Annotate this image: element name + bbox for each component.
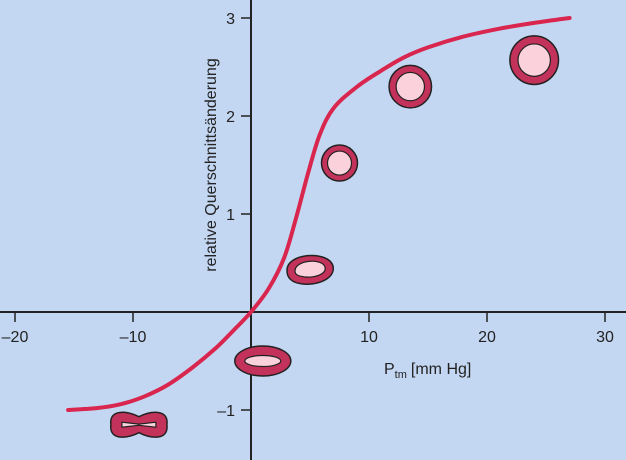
vessel-icon-circle	[509, 35, 560, 86]
vessel-icon-oval	[286, 254, 334, 286]
y-tick-label: –1	[217, 403, 235, 420]
vessel-lumen	[244, 354, 282, 368]
x-tick-label: 30	[596, 329, 614, 346]
x-tick-label: 20	[478, 329, 496, 346]
x-tick-label: –20	[2, 329, 29, 346]
x-tick-label: 10	[360, 329, 378, 346]
vessel-icons	[110, 35, 560, 438]
x-tick-label: –10	[120, 329, 147, 346]
vessel-lumen	[326, 150, 353, 176]
x-axis-label-subscript: tm	[395, 369, 407, 381]
vessel-lumen	[121, 421, 157, 428]
series-curve	[66, 16, 572, 412]
x-axis-label: Ptm [mm Hg]	[384, 361, 471, 381]
vessel-icon-circle	[388, 64, 433, 109]
vessel-icon-collapsed	[110, 411, 168, 438]
y-tick-label: 3	[226, 11, 235, 28]
ticks: –20 –10 10 20 30 –1 1 2 3	[2, 11, 614, 420]
vessel-icon-flat-ellipse	[234, 345, 292, 377]
vessel-lumen	[517, 43, 552, 77]
x-axis-label-unit: [mm Hg]	[411, 361, 471, 378]
y-tick-label: 1	[226, 207, 235, 224]
vessel-lumen	[294, 260, 326, 278]
y-axis-label: relative Querschnittsänderung	[203, 58, 220, 271]
vessel-lumen	[395, 71, 426, 102]
x-axis-label-main: P	[384, 361, 395, 378]
vessel-icon-circle	[320, 144, 359, 182]
y-tick-label: 2	[226, 109, 235, 126]
